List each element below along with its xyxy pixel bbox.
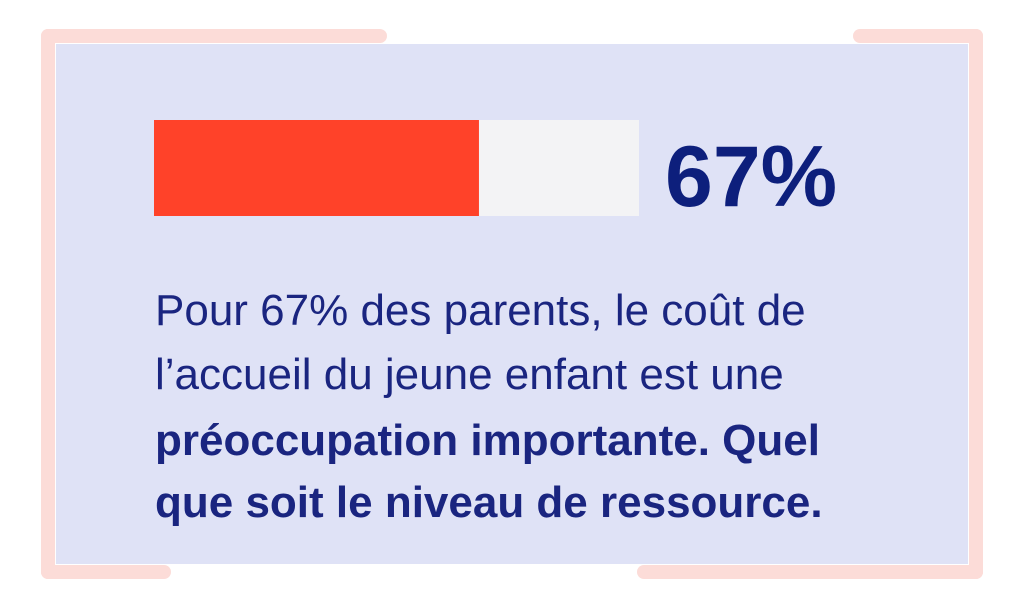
percentage-label: 67% <box>665 129 837 225</box>
body-line-bold: préoccupation importante. Quel <box>155 416 820 465</box>
body-text: Pour 67% des parents, le coût de l’accuei… <box>155 286 823 527</box>
body-line: l’accueil du jeune enfant est une <box>155 350 784 399</box>
body-line-bold: que soit le niveau de ressource. <box>155 478 823 527</box>
progress-fill <box>154 120 479 216</box>
body-line: Pour 67% des parents, le coût de <box>155 286 806 335</box>
